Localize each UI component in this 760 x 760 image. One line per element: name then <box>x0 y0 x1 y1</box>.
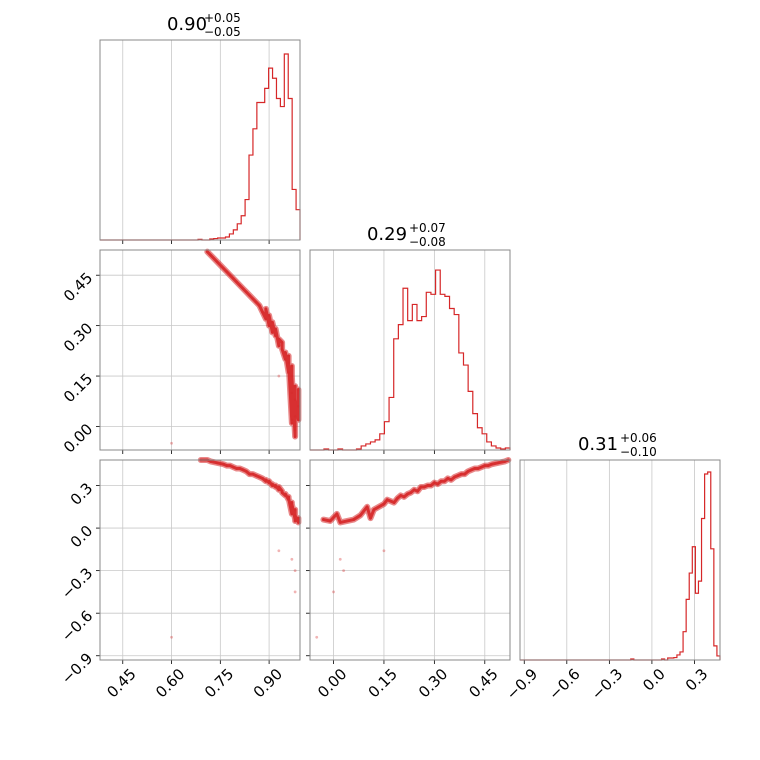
sample-point <box>170 635 173 639</box>
panel-1-0-frame <box>99 249 301 451</box>
y-tick-label-param-1: 0.30 <box>60 319 96 355</box>
panel-1-1-frame <box>309 249 511 451</box>
fill-layer <box>100 40 720 660</box>
sample-point <box>277 374 281 378</box>
sample-point <box>293 569 297 573</box>
x-tick-label-param-0: 0.45 <box>103 665 139 701</box>
panel-2-0-frame <box>99 459 301 661</box>
panel-2-2-background <box>520 460 720 660</box>
contour-band-inner <box>199 458 300 524</box>
x-tick-label-param-1: 0.15 <box>365 665 401 701</box>
title-param-2: 0.31 <box>578 434 618 455</box>
title-param-2-upper: +0.06 <box>620 431 657 445</box>
panel-0-0-background <box>100 40 300 240</box>
x-tick-label-param-2: 0.3 <box>682 665 712 695</box>
y-tick-label-param-1: 0.15 <box>60 370 96 406</box>
sample-point <box>338 557 342 561</box>
contour-band-inner <box>321 458 510 524</box>
title-param-0-upper: +0.05 <box>204 11 241 25</box>
sample-point <box>277 549 281 553</box>
title-param-1: 0.29 <box>367 224 407 245</box>
sample-point <box>382 549 386 553</box>
y-tick-label-param-1: 0.00 <box>60 420 96 456</box>
x-tick-label-param-0: 0.60 <box>152 665 188 701</box>
contour-band-inner <box>205 250 300 439</box>
x-tick-label-param-2: 0.0 <box>639 665 669 695</box>
y-tick-label-param-2: 0.3 <box>67 479 97 509</box>
x-tick-label-param-2: −0.3 <box>588 665 626 703</box>
y-tick-label-param-2: −0.3 <box>58 564 96 602</box>
title-param-1-lower: −0.08 <box>409 235 446 249</box>
sample-point <box>293 590 297 594</box>
x-tick-label-param-0: 0.90 <box>250 665 286 701</box>
sample-point <box>290 557 294 561</box>
x-tick-label-param-2: −0.6 <box>545 665 583 703</box>
x-tick-label-param-1: 0.45 <box>465 665 501 701</box>
x-tick-label-param-1: 0.00 <box>314 665 350 701</box>
panel-2-2-frame <box>519 459 721 661</box>
x-tick-label-param-1: 0.30 <box>415 665 451 701</box>
title-param-2-lower: −0.10 <box>620 445 657 459</box>
title-param-0: 0.90 <box>167 14 207 35</box>
x-tick-label-param-2: −0.9 <box>503 665 541 703</box>
sample-point <box>342 569 346 573</box>
panel-1-1-background <box>310 250 510 450</box>
panel-2-1-frame <box>309 459 511 661</box>
y-tick-label-param-2: 0.0 <box>67 522 97 552</box>
y-tick-label-param-1: 0.45 <box>60 269 96 305</box>
sample-point <box>170 441 173 445</box>
sample-point <box>332 590 335 594</box>
title-param-1-upper: +0.07 <box>409 221 446 235</box>
panel-2-0-background <box>100 460 300 660</box>
panel-1-0-background <box>100 250 300 450</box>
title-param-0-lower: −0.05 <box>204 25 241 39</box>
y-tick-label-param-2: −0.6 <box>58 607 96 645</box>
y-tick-label-param-2: −0.9 <box>58 649 96 687</box>
panel-0-0-frame <box>99 39 301 241</box>
sample-point <box>315 635 319 639</box>
x-tick-label-param-0: 0.75 <box>201 665 237 701</box>
